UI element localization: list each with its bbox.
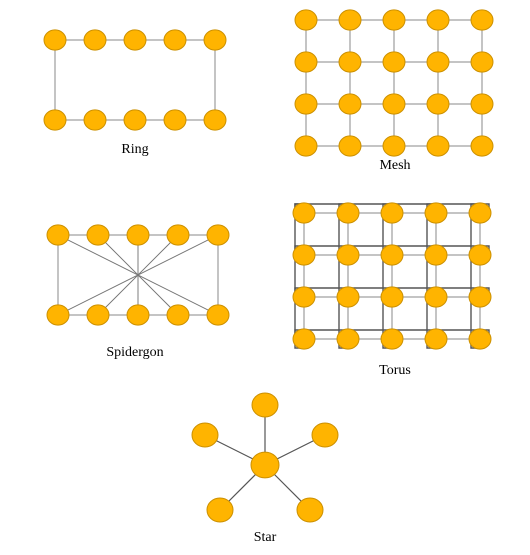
mesh-diagram <box>290 8 500 158</box>
node <box>383 136 405 156</box>
node <box>207 305 229 325</box>
node <box>427 136 449 156</box>
wrap-edge <box>339 204 348 348</box>
node <box>339 52 361 72</box>
node <box>295 94 317 114</box>
node <box>381 287 403 307</box>
node <box>295 136 317 156</box>
node <box>337 203 359 223</box>
node <box>469 287 491 307</box>
mesh-label: Mesh <box>379 158 410 174</box>
wrap-edge <box>383 204 392 348</box>
node <box>427 94 449 114</box>
node <box>207 498 233 522</box>
node <box>47 305 69 325</box>
node <box>293 287 315 307</box>
spidergon-diagram <box>38 220 238 335</box>
node <box>251 452 279 478</box>
node <box>297 498 323 522</box>
node <box>192 423 218 447</box>
node <box>44 30 66 50</box>
node <box>471 94 493 114</box>
node <box>339 10 361 30</box>
spidergon-label: Spidergon <box>106 345 163 361</box>
node <box>124 30 146 50</box>
node <box>469 329 491 349</box>
node <box>427 10 449 30</box>
star-label: Star <box>254 530 277 546</box>
node <box>425 287 447 307</box>
node <box>87 305 109 325</box>
node <box>337 287 359 307</box>
node <box>47 225 69 245</box>
node <box>84 110 106 130</box>
node <box>293 329 315 349</box>
ring-label: Ring <box>121 142 148 158</box>
diagram-canvas: Ring Mesh Spidergon Torus Star <box>0 0 530 555</box>
node <box>293 203 315 223</box>
node <box>383 10 405 30</box>
node <box>312 423 338 447</box>
wrap-edge <box>295 204 304 348</box>
node <box>381 329 403 349</box>
node <box>381 245 403 265</box>
node <box>84 30 106 50</box>
node <box>167 225 189 245</box>
node <box>425 203 447 223</box>
node <box>383 94 405 114</box>
node <box>469 203 491 223</box>
torus-label: Torus <box>379 363 411 379</box>
node <box>339 94 361 114</box>
node <box>381 203 403 223</box>
node <box>164 30 186 50</box>
node <box>295 52 317 72</box>
node <box>339 136 361 156</box>
node <box>425 329 447 349</box>
node <box>293 245 315 265</box>
node <box>204 110 226 130</box>
ring-diagram <box>35 25 235 140</box>
node <box>124 110 146 130</box>
node <box>471 10 493 30</box>
wrap-edge <box>427 204 436 348</box>
node <box>204 30 226 50</box>
node <box>167 305 189 325</box>
node <box>471 52 493 72</box>
node <box>471 136 493 156</box>
node <box>207 225 229 245</box>
node <box>337 245 359 265</box>
node <box>87 225 109 245</box>
node <box>427 52 449 72</box>
node <box>469 245 491 265</box>
node <box>337 329 359 349</box>
star-diagram <box>175 390 355 530</box>
node <box>252 393 278 417</box>
node <box>44 110 66 130</box>
node <box>425 245 447 265</box>
node <box>127 225 149 245</box>
node <box>164 110 186 130</box>
node <box>295 10 317 30</box>
wrap-edge <box>471 204 480 348</box>
node <box>383 52 405 72</box>
torus-diagram <box>280 195 510 365</box>
node <box>127 305 149 325</box>
